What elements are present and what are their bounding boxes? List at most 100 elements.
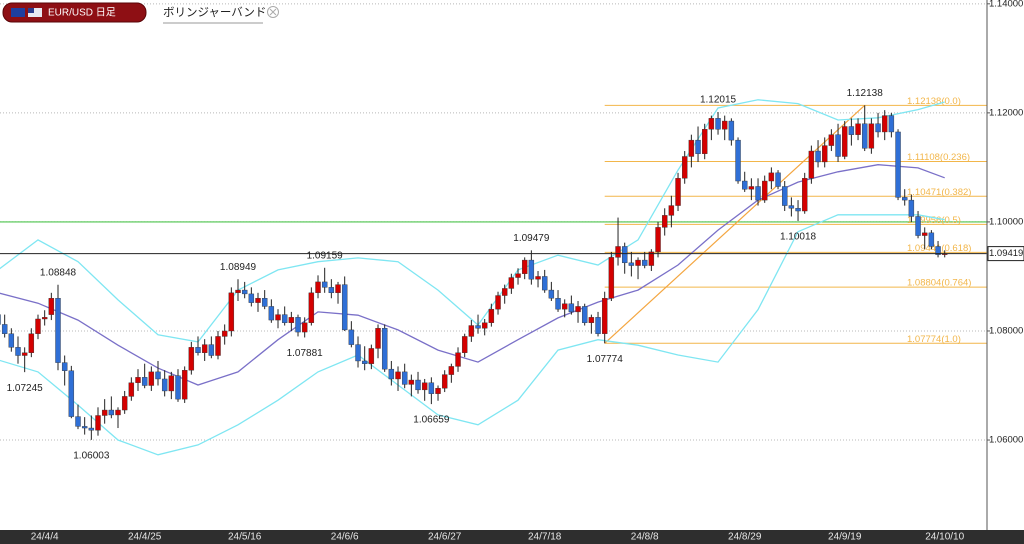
symbol-pill[interactable] bbox=[2, 2, 147, 23]
candle-body bbox=[0, 314, 1, 325]
candle-body bbox=[495, 295, 501, 310]
x-tick-label: 24/8/8 bbox=[631, 532, 659, 543]
candle-body bbox=[215, 336, 221, 356]
candle-body bbox=[95, 415, 101, 431]
candle-body bbox=[855, 123, 861, 135]
candle-body bbox=[875, 123, 881, 133]
fib-label: 1.09956(0.5) bbox=[907, 215, 961, 226]
candle-body bbox=[641, 259, 648, 266]
candle-body bbox=[135, 377, 141, 383]
candle-body bbox=[41, 317, 48, 320]
candle-body bbox=[88, 427, 95, 431]
indicator-label[interactable]: ボリンジャーバンド bbox=[163, 6, 266, 19]
candle-body bbox=[355, 344, 361, 362]
x-tick-label: 24/7/18 bbox=[528, 532, 562, 543]
high-label: 1.08848 bbox=[40, 267, 77, 278]
candle-body bbox=[695, 139, 701, 154]
candle-body bbox=[508, 277, 515, 289]
high-label: 1.08949 bbox=[220, 262, 257, 273]
candle-body bbox=[688, 139, 695, 157]
candle-body bbox=[195, 347, 201, 353]
candle-body bbox=[115, 409, 121, 416]
candle-body bbox=[128, 382, 135, 397]
candle-body bbox=[1, 324, 8, 334]
candle-body bbox=[408, 379, 415, 385]
last-price-label: 1.09419 bbox=[989, 248, 1023, 259]
candle-body bbox=[541, 276, 548, 291]
x-tick-label: 24/5/16 bbox=[228, 532, 262, 543]
candle-body bbox=[328, 287, 335, 294]
candle-body bbox=[615, 246, 621, 258]
candle-body bbox=[155, 371, 161, 380]
y-tick-label: 1.06000 bbox=[989, 435, 1023, 446]
y-tick-label: 1.14000 bbox=[989, 0, 1023, 9]
candle-body bbox=[468, 325, 475, 337]
candle-body bbox=[528, 259, 535, 280]
x-tick-label: 24/8/29 bbox=[728, 532, 762, 543]
candle-body bbox=[68, 370, 75, 417]
candle-body bbox=[648, 251, 655, 266]
candle-body bbox=[888, 115, 895, 133]
candle-body bbox=[428, 382, 435, 394]
candle-body bbox=[21, 352, 28, 356]
candle-body bbox=[655, 227, 661, 253]
candle-body bbox=[668, 205, 675, 216]
candle-body bbox=[762, 180, 768, 201]
candle-body bbox=[288, 317, 295, 323]
candle-body bbox=[742, 180, 748, 190]
candle-body bbox=[168, 375, 175, 392]
candle-body bbox=[161, 378, 168, 392]
candle-body bbox=[868, 123, 875, 149]
close-icon-cross bbox=[269, 8, 277, 16]
candle-body bbox=[588, 317, 595, 323]
candle-body bbox=[548, 289, 555, 299]
fib-label: 1.07774(1.0) bbox=[907, 334, 961, 345]
high-label: 1.09159 bbox=[307, 250, 344, 261]
x-tick-label: 24/10/10 bbox=[925, 532, 964, 543]
candle-body bbox=[475, 325, 481, 329]
close-icon[interactable] bbox=[267, 6, 279, 18]
fib-label: 1.08804(0.764) bbox=[907, 278, 971, 289]
candle-body bbox=[381, 328, 388, 370]
candle-body bbox=[108, 409, 115, 416]
candle-body bbox=[301, 322, 308, 333]
high-label: 1.12138 bbox=[847, 88, 884, 99]
candle-body bbox=[748, 186, 755, 190]
high-label: 1.09479 bbox=[513, 233, 550, 244]
candle-body bbox=[575, 306, 581, 313]
trend-line bbox=[604, 104, 866, 344]
candle-body bbox=[802, 178, 808, 212]
plot-area: 1.12138(0.0) 1.11108(0.236) 1.10471(0.382)… bbox=[0, 3, 987, 462]
candle-body bbox=[675, 178, 681, 206]
low-label: 1.06659 bbox=[413, 415, 450, 426]
candle-body bbox=[395, 371, 401, 380]
candle-body bbox=[815, 150, 821, 163]
candle-body bbox=[148, 371, 155, 386]
low-label: 1.07881 bbox=[287, 348, 324, 359]
last-price-box bbox=[987, 246, 1024, 262]
x-tick-label: 24/4/4 bbox=[31, 532, 59, 543]
candle-body bbox=[441, 374, 448, 389]
fib-label: 1.12138(0.0) bbox=[907, 96, 961, 107]
y-tick-label: 1.08000 bbox=[989, 325, 1023, 336]
candle-body bbox=[421, 382, 428, 391]
candle-body bbox=[702, 129, 708, 154]
candle-body bbox=[555, 298, 561, 310]
candle-body bbox=[808, 150, 815, 179]
candle-body bbox=[28, 333, 35, 353]
flag-eu bbox=[11, 8, 25, 17]
candle-body bbox=[935, 246, 941, 255]
fib-label: 1.11108(0.236) bbox=[907, 152, 970, 163]
candle-body bbox=[348, 329, 355, 345]
candle-body bbox=[628, 262, 635, 266]
candle-body bbox=[662, 215, 668, 228]
candle-body bbox=[682, 156, 688, 179]
candle-body bbox=[101, 409, 108, 416]
candle-body bbox=[8, 333, 15, 348]
candle-body bbox=[728, 120, 735, 141]
candle-body bbox=[61, 362, 68, 371]
candle-body bbox=[208, 344, 215, 356]
y-tick-label: 1.12000 bbox=[989, 107, 1023, 118]
candle-body bbox=[308, 292, 315, 323]
candle-body bbox=[595, 317, 601, 334]
